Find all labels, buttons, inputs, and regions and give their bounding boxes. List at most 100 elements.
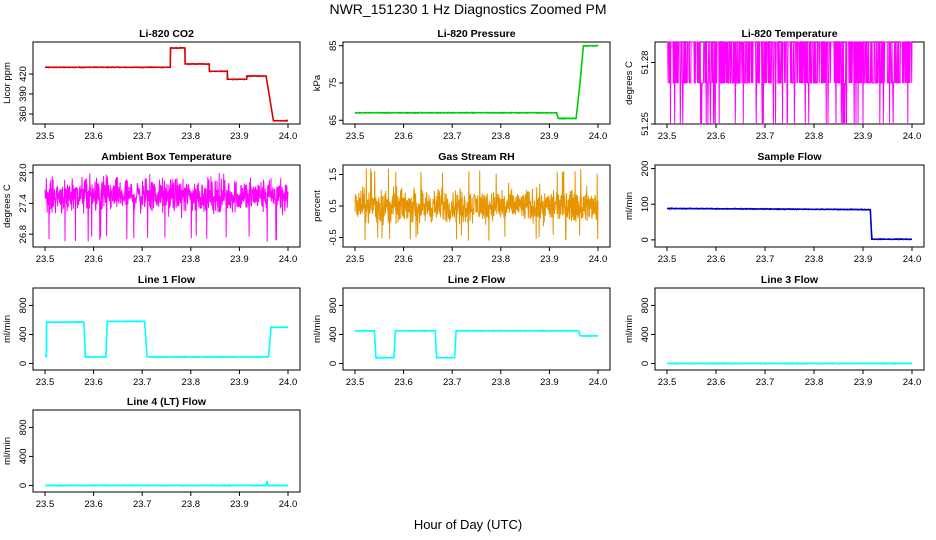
- y-axis-label: ml/min: [2, 437, 13, 465]
- series-line: [44, 173, 289, 242]
- chart-panel-4: Ambient Box Temperature degrees C 23.5 23.6…: [2, 151, 301, 265]
- x-tick-label: 23.5: [346, 377, 365, 388]
- series-line-jitter: [45, 319, 289, 359]
- x-tick-label: 23.8: [492, 377, 511, 388]
- x-tick-label: 23.8: [182, 377, 201, 388]
- chart-panel-9: Line 3 Flow ml/min 23.5 23.6 23.7 23.8 23.9 24.…: [624, 274, 925, 388]
- y-tick-label: 400: [18, 327, 29, 343]
- x-tick-label: 23.5: [658, 377, 677, 388]
- series-line-jitter: [354, 329, 599, 360]
- chart-panel-3: Li-820 Temperature degrees C 23.5 23.6 23.7 2…: [624, 28, 925, 142]
- x-tick-label: 23.9: [540, 131, 559, 142]
- chart-title: Ambient Box Temperature: [101, 151, 232, 163]
- y-tick-label: 400: [640, 327, 651, 343]
- y-tick-label: 27.4: [18, 194, 29, 213]
- x-tick-label: 23.9: [230, 499, 249, 510]
- series-line-jitter: [354, 44, 599, 120]
- chart-title: Line 3 Flow: [761, 274, 819, 286]
- y-tick-label: 65: [328, 115, 339, 126]
- chart-panel-10: Line 4 (LT) Flow ml/min 23.5 23.6 23.7 23.8 23…: [2, 396, 301, 510]
- x-tick-label: 23.7: [443, 131, 462, 142]
- x-tick-label: 23.9: [230, 254, 249, 265]
- chart-title: Line 4 (LT) Flow: [127, 396, 207, 408]
- chart-title: Li-820 Temperature: [741, 28, 837, 40]
- x-tick-label: 24.0: [279, 254, 298, 265]
- series-line: [45, 320, 288, 358]
- plot-frame: [342, 287, 611, 371]
- y-tick-label: 800: [640, 297, 651, 313]
- chart-panel-1: Li-820 CO2 Licor ppm 23.5 23.6 23.7 23.8 23.9 2…: [2, 28, 301, 142]
- series-line-jitter: [44, 46, 289, 123]
- x-tick-label: 23.9: [854, 254, 873, 265]
- x-tick-label: 23.5: [36, 377, 55, 388]
- chart-panel-7: Line 1 Flow ml/min 23.5 23.6 23.7 23.8 23.9 24.…: [2, 274, 301, 388]
- chart-panel-2: Li-820 Pressure kPa 23.5 23.6 23.7 23.8 23.9 24…: [312, 28, 611, 142]
- y-tick-label: 75: [328, 78, 339, 89]
- series-line: [355, 330, 598, 359]
- x-tick-label: 23.9: [854, 377, 873, 388]
- x-tick-label: 23.5: [346, 131, 365, 142]
- y-axis-label: kPa: [312, 74, 323, 91]
- y-tick-label: -0.5: [328, 229, 339, 245]
- y-axis-label: degrees C: [2, 184, 13, 228]
- x-tick-label: 23.5: [36, 131, 55, 142]
- x-tick-label: 23.8: [805, 131, 824, 142]
- y-tick-label: 0: [328, 361, 339, 366]
- y-tick-label: 400: [18, 449, 29, 465]
- series-line: [355, 44, 598, 120]
- chart-title: Li-820 CO2: [139, 28, 194, 40]
- x-tick-label: 24.0: [279, 499, 298, 510]
- y-tick-label: 0: [640, 361, 651, 366]
- x-tick-label: 23.6: [394, 131, 413, 142]
- chart-panel-8: Line 2 Flow ml/min 23.5 23.6 23.7 23.8 23.9 24.…: [312, 274, 611, 388]
- chart-panel-5: Gas Stream RH percent 23.5 23.6 23.7 23.8 23.9…: [312, 151, 611, 265]
- y-tick-label: 100: [640, 196, 651, 212]
- x-tick-label: 23.8: [805, 254, 824, 265]
- series-line: [354, 168, 599, 241]
- plot-frame: [32, 409, 301, 493]
- x-tick-label: 24.0: [589, 131, 608, 142]
- x-tick-label: 23.7: [133, 377, 152, 388]
- chart-title: Li-820 Pressure: [437, 28, 515, 40]
- x-tick-label: 24.0: [903, 254, 922, 265]
- x-tick-label: 23.7: [443, 377, 462, 388]
- y-tick-label: 51.28: [640, 51, 651, 75]
- page-title: NWR_151230 1 Hz Diagnostics Zoomed PM: [329, 1, 607, 17]
- y-tick-label: 85: [328, 40, 339, 51]
- plot-frame: [32, 287, 301, 371]
- x-tick-label: 24.0: [279, 131, 298, 142]
- x-tick-label: 23.5: [36, 254, 55, 265]
- x-tick-label: 23.9: [540, 254, 559, 265]
- y-tick-label: 360: [18, 106, 29, 122]
- x-tick-label: 23.6: [84, 254, 103, 265]
- x-tick-label: 23.8: [805, 377, 824, 388]
- y-tick-label: 0.5: [328, 199, 339, 212]
- x-tick-label: 23.5: [658, 254, 677, 265]
- y-axis-label: Licor ppm: [2, 62, 13, 104]
- plot-frame: [32, 41, 301, 125]
- y-tick-label: 420: [18, 66, 29, 82]
- x-tick-label: 24.0: [279, 377, 298, 388]
- y-tick-label: 800: [18, 419, 29, 435]
- plot-frame: [32, 164, 301, 248]
- x-tick-label: 23.6: [707, 254, 726, 265]
- y-tick-label: 0: [18, 361, 29, 366]
- x-tick-label: 23.7: [443, 254, 462, 265]
- y-axis-label: degrees C: [624, 61, 635, 105]
- y-tick-label: 0: [18, 483, 29, 488]
- x-tick-label: 23.6: [707, 131, 726, 142]
- series-line-jitter: [666, 207, 913, 241]
- plot-frame: [654, 164, 925, 248]
- y-tick-label: 800: [18, 297, 29, 313]
- x-tick-label: 24.0: [903, 377, 922, 388]
- x-tick-label: 23.9: [854, 131, 873, 142]
- y-tick-label: 51.25: [640, 112, 651, 136]
- x-tick-label: 23.9: [230, 377, 249, 388]
- x-tick-label: 23.5: [36, 499, 55, 510]
- y-axis-label: ml/min: [624, 192, 635, 220]
- x-tick-label: 23.6: [394, 377, 413, 388]
- y-tick-label: 1.5: [328, 168, 339, 181]
- series-line: [45, 480, 288, 487]
- chart-title: Sample Flow: [757, 151, 822, 163]
